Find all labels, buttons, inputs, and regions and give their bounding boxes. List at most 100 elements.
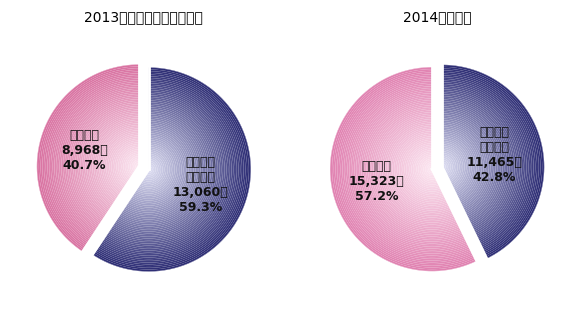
Polygon shape	[340, 78, 472, 260]
Polygon shape	[394, 131, 449, 207]
Polygon shape	[128, 156, 139, 175]
Polygon shape	[442, 72, 537, 252]
Polygon shape	[442, 148, 461, 184]
Polygon shape	[356, 93, 465, 245]
Text: 【増収】
8,968社
40.7%: 【増収】 8,968社 40.7%	[61, 129, 108, 172]
Polygon shape	[127, 130, 188, 209]
Polygon shape	[96, 75, 243, 264]
Polygon shape	[93, 68, 250, 271]
Polygon shape	[442, 107, 503, 221]
Title: 2013年度業績（前回調査）: 2013年度業績（前回調査）	[84, 10, 203, 25]
Polygon shape	[106, 134, 139, 194]
Polygon shape	[44, 72, 139, 246]
Polygon shape	[418, 155, 438, 183]
Polygon shape	[442, 115, 494, 213]
Polygon shape	[347, 85, 469, 254]
Polygon shape	[127, 155, 139, 177]
Polygon shape	[121, 120, 199, 219]
Polygon shape	[442, 81, 528, 244]
Polygon shape	[442, 69, 540, 255]
Polygon shape	[442, 122, 487, 207]
Polygon shape	[422, 159, 436, 179]
Polygon shape	[125, 153, 139, 178]
Polygon shape	[113, 104, 214, 235]
Title: 2014年度業績: 2014年度業績	[403, 10, 471, 25]
Polygon shape	[91, 118, 139, 207]
Polygon shape	[353, 90, 467, 249]
Polygon shape	[399, 136, 446, 202]
Polygon shape	[354, 91, 466, 247]
Polygon shape	[390, 128, 450, 211]
Polygon shape	[442, 132, 476, 198]
Polygon shape	[442, 105, 504, 223]
Polygon shape	[135, 163, 139, 169]
Polygon shape	[429, 166, 433, 173]
Polygon shape	[420, 157, 437, 181]
Polygon shape	[329, 66, 478, 272]
Polygon shape	[110, 99, 220, 240]
Polygon shape	[110, 137, 139, 191]
Polygon shape	[80, 108, 139, 215]
Polygon shape	[370, 107, 459, 231]
Polygon shape	[372, 109, 458, 229]
Polygon shape	[382, 119, 454, 219]
Polygon shape	[141, 156, 163, 183]
Polygon shape	[442, 120, 489, 209]
Polygon shape	[46, 73, 139, 244]
Polygon shape	[442, 137, 472, 193]
Polygon shape	[442, 139, 470, 192]
Polygon shape	[401, 138, 446, 200]
Polygon shape	[342, 80, 471, 259]
Polygon shape	[442, 65, 544, 258]
Polygon shape	[442, 96, 513, 230]
Polygon shape	[442, 84, 525, 241]
Polygon shape	[349, 86, 468, 252]
Polygon shape	[51, 79, 139, 240]
Polygon shape	[442, 89, 520, 237]
Polygon shape	[442, 157, 453, 176]
Polygon shape	[148, 168, 150, 171]
Polygon shape	[147, 166, 152, 173]
Polygon shape	[411, 149, 441, 190]
Polygon shape	[106, 92, 227, 247]
Polygon shape	[442, 94, 515, 232]
Polygon shape	[403, 140, 445, 199]
Polygon shape	[442, 125, 483, 204]
Polygon shape	[442, 119, 490, 210]
Polygon shape	[442, 103, 506, 224]
Polygon shape	[442, 113, 496, 215]
Polygon shape	[126, 128, 190, 211]
Polygon shape	[128, 132, 187, 207]
Text: 【減収・
横ばい】
11,465社
42.8%: 【減収・ 横ばい】 11,465社 42.8%	[467, 126, 522, 184]
Polygon shape	[442, 124, 485, 206]
Polygon shape	[117, 113, 206, 226]
Polygon shape	[119, 114, 204, 225]
Polygon shape	[360, 97, 464, 242]
Polygon shape	[143, 159, 159, 180]
Polygon shape	[442, 82, 527, 243]
Polygon shape	[144, 161, 157, 178]
Polygon shape	[410, 147, 442, 192]
Polygon shape	[375, 112, 457, 226]
Polygon shape	[442, 93, 517, 234]
Polygon shape	[145, 163, 156, 176]
Polygon shape	[35, 63, 139, 253]
Polygon shape	[130, 158, 139, 174]
Polygon shape	[125, 126, 192, 213]
Polygon shape	[134, 142, 177, 197]
Polygon shape	[388, 124, 451, 214]
Polygon shape	[363, 100, 462, 238]
Polygon shape	[63, 91, 139, 230]
Polygon shape	[442, 117, 492, 212]
Polygon shape	[442, 99, 510, 227]
Polygon shape	[89, 117, 139, 208]
Polygon shape	[442, 141, 468, 190]
Polygon shape	[442, 162, 447, 171]
Polygon shape	[442, 98, 511, 229]
Polygon shape	[101, 83, 235, 256]
Polygon shape	[442, 101, 508, 226]
Polygon shape	[114, 106, 213, 233]
Polygon shape	[87, 115, 139, 210]
Polygon shape	[392, 129, 450, 209]
Polygon shape	[442, 74, 535, 251]
